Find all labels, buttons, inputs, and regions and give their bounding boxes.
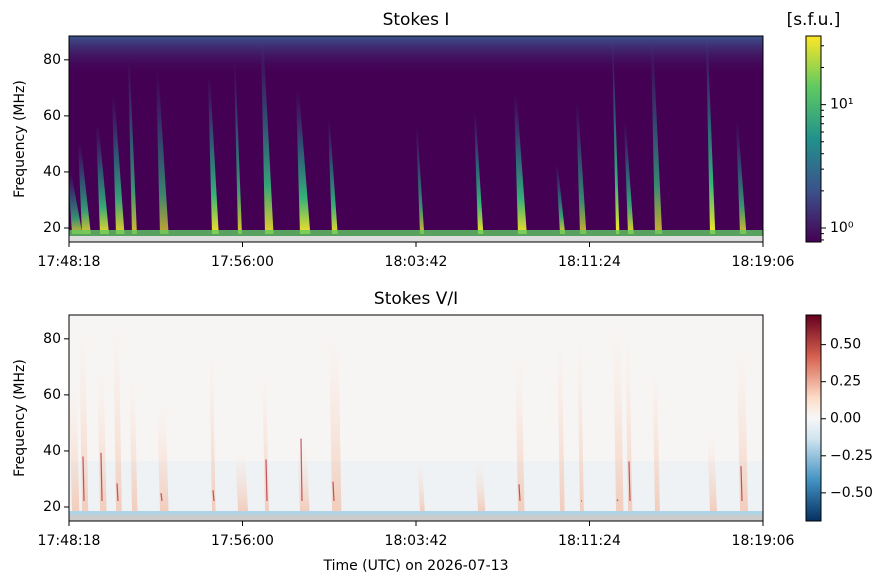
chart-title: Stokes I bbox=[383, 10, 450, 30]
burst bbox=[474, 112, 484, 234]
burst bbox=[556, 163, 566, 234]
burst-line bbox=[212, 490, 215, 502]
colorbar-tick-label: 10⁰ bbox=[830, 220, 854, 236]
burst bbox=[515, 349, 525, 511]
burst bbox=[707, 429, 717, 511]
burst bbox=[157, 402, 169, 511]
colorbar-tick-label: 0.25 bbox=[830, 374, 861, 390]
burst bbox=[78, 142, 91, 234]
colorbar bbox=[805, 314, 822, 522]
burst-line bbox=[740, 466, 743, 502]
burst bbox=[706, 36, 716, 234]
burst-line bbox=[518, 484, 521, 502]
y-tick-label: 60 bbox=[43, 387, 61, 403]
panel: Stokes V/I Frequency (MHz) Time (UTC) on 2… bbox=[12, 289, 873, 574]
burst bbox=[68, 171, 83, 234]
burst bbox=[69, 381, 80, 511]
burst-line bbox=[82, 456, 85, 502]
y-tick-label: 40 bbox=[43, 164, 61, 180]
burst bbox=[128, 57, 137, 234]
burst-line bbox=[300, 438, 303, 502]
burst bbox=[652, 359, 660, 511]
panel: Stokes I Frequency (MHz) 20 40 60 80 17:48:18 1… bbox=[12, 10, 854, 270]
burst bbox=[475, 460, 486, 511]
burst bbox=[97, 365, 107, 511]
colorbar-tick-label: 0.50 bbox=[830, 337, 861, 353]
burst bbox=[417, 459, 425, 511]
burst bbox=[261, 42, 274, 235]
burst bbox=[208, 76, 219, 235]
burst bbox=[736, 120, 747, 234]
x-tick-label: 17:48:18 bbox=[38, 254, 101, 270]
x-tick-label: 18:11:24 bbox=[558, 254, 621, 270]
burst bbox=[329, 328, 342, 511]
burst bbox=[96, 125, 110, 234]
burst bbox=[416, 125, 425, 234]
heatmap-band bbox=[69, 511, 763, 515]
burst bbox=[577, 326, 584, 511]
y-tick-label: 80 bbox=[43, 331, 61, 347]
burst bbox=[624, 120, 634, 234]
colorbar-tick-label: 0.00 bbox=[830, 411, 861, 427]
burst bbox=[262, 366, 270, 511]
x-tick-label: 18:03:42 bbox=[385, 254, 448, 270]
burst bbox=[625, 325, 633, 511]
chart-title: Stokes V/I bbox=[374, 289, 458, 309]
burst-line bbox=[265, 459, 268, 502]
burst bbox=[296, 91, 311, 234]
burst bbox=[234, 58, 242, 235]
burst bbox=[129, 372, 138, 511]
burst bbox=[514, 93, 527, 234]
colorbar bbox=[805, 35, 822, 243]
x-tick-label: 18:19:06 bbox=[732, 254, 795, 270]
y-axis-label: Frequency (MHz) bbox=[12, 359, 28, 477]
burst bbox=[613, 324, 624, 511]
burst bbox=[297, 440, 310, 511]
colorbar-tick-label: −0.50 bbox=[830, 485, 873, 501]
burst bbox=[612, 36, 620, 234]
burst bbox=[156, 72, 169, 234]
heatmap-band bbox=[69, 36, 763, 76]
burst bbox=[113, 320, 122, 511]
colorbar-tick-label: 10¹ bbox=[830, 97, 853, 113]
burst bbox=[651, 42, 663, 235]
burst-line bbox=[100, 452, 103, 502]
x-tick-label: 18:19:06 bbox=[732, 533, 795, 549]
y-tick-label: 80 bbox=[43, 52, 61, 68]
burst bbox=[328, 119, 338, 234]
burst-line bbox=[332, 481, 335, 502]
y-tick-label: 60 bbox=[43, 108, 61, 124]
x-tick-label: 17:56:00 bbox=[211, 533, 274, 549]
x-tick-label: 17:56:00 bbox=[211, 254, 274, 270]
burst-line bbox=[160, 493, 163, 502]
x-tick-label: 18:11:24 bbox=[558, 533, 621, 549]
burst bbox=[79, 325, 89, 511]
colorbar-label: [s.f.u.] bbox=[787, 10, 841, 30]
burst bbox=[557, 328, 565, 511]
y-tick-label: 20 bbox=[43, 220, 61, 236]
heatmap-band bbox=[69, 515, 763, 521]
burst-line bbox=[616, 499, 619, 502]
burst bbox=[112, 96, 125, 234]
heatmap-band bbox=[69, 461, 763, 511]
burst-line bbox=[628, 461, 631, 502]
x-axis-label: Time (UTC) on 2026-07-13 bbox=[322, 558, 508, 574]
y-tick-label: 20 bbox=[43, 499, 61, 515]
colorbar-tick-label: −0.25 bbox=[830, 448, 873, 464]
y-tick-label: 40 bbox=[43, 443, 61, 459]
y-axis-label: Frequency (MHz) bbox=[12, 80, 28, 198]
burst-line bbox=[116, 483, 119, 502]
burst bbox=[576, 100, 587, 234]
burst bbox=[209, 338, 216, 511]
burst bbox=[737, 345, 748, 511]
heatmap-band bbox=[69, 236, 763, 242]
x-tick-label: 17:48:18 bbox=[38, 533, 101, 549]
burst bbox=[235, 449, 248, 511]
x-tick-label: 18:03:42 bbox=[385, 533, 448, 549]
heatmap-band bbox=[69, 230, 763, 236]
